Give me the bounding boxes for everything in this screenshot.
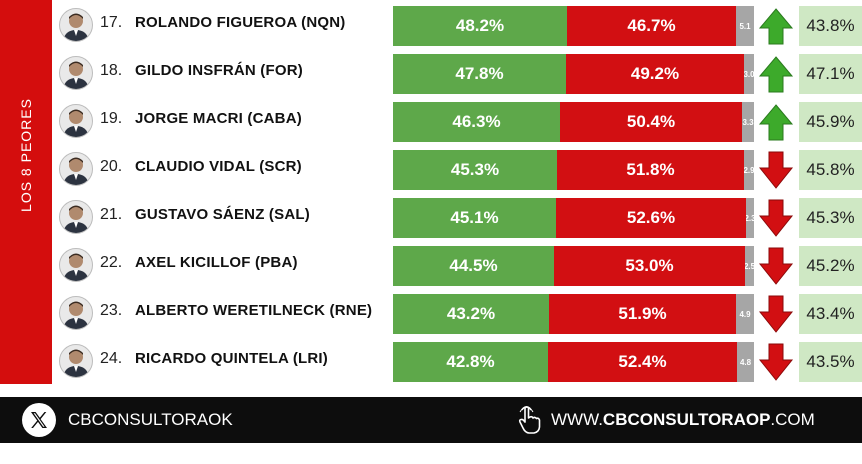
rank-number: 18. — [100, 62, 123, 79]
disapproval-bar: 49.2% — [566, 54, 744, 94]
governor-name: GILDO INSFRÁN (FOR) — [135, 62, 303, 79]
table-row: 21. GUSTAVO SÁENZ (SAL) 45.1% 52.6% 2.3 45.3% — [52, 194, 862, 242]
disapproval-bar: 51.8% — [557, 150, 744, 190]
previous-value: 47.1% — [799, 54, 862, 94]
stacked-bar: 45.1% 52.6% 2.3 — [393, 198, 754, 238]
previous-value: 45.9% — [799, 102, 862, 142]
approval-bar: 45.1% — [393, 198, 556, 238]
approval-bar: 45.3% — [393, 150, 557, 190]
rank-number: 21. — [100, 206, 123, 223]
rank-number: 23. — [100, 302, 123, 319]
stacked-bar: 45.3% 51.8% 2.9 — [393, 150, 754, 190]
table-row: 20. CLAUDIO VIDAL (SCR) 45.3% 51.8% 2.9 45.8% — [52, 146, 862, 194]
disapproval-bar: 52.6% — [556, 198, 746, 238]
no-answer-bar: 3.3 — [742, 102, 754, 142]
disapproval-bar: 50.4% — [560, 102, 742, 142]
stacked-bar: 44.5% 53.0% 2.5 — [393, 246, 754, 286]
governor-name: ALBERTO WERETILNECK (RNE) — [135, 302, 373, 319]
rank-number: 22. — [100, 254, 123, 271]
previous-value: 43.5% — [799, 342, 862, 382]
stacked-bar: 43.2% 51.9% 4.9 — [393, 294, 754, 334]
approval-bar: 43.2% — [393, 294, 549, 334]
approval-bar: 44.5% — [393, 246, 554, 286]
stacked-bar: 46.3% 50.4% 3.3 — [393, 102, 754, 142]
arrow-up-icon — [757, 54, 795, 94]
approval-bar: 46.3% — [393, 102, 560, 142]
governor-name: AXEL KICILLOF (PBA) — [135, 254, 298, 271]
arrow-down-icon — [757, 294, 795, 334]
x-logo-icon[interactable] — [22, 403, 56, 437]
avatar — [59, 56, 93, 90]
arrow-down-icon — [757, 198, 795, 238]
rank-number: 19. — [100, 110, 123, 127]
arrow-down-icon — [757, 342, 795, 382]
section-label: LOS 8 PEORES — [18, 98, 34, 212]
table-row: 17. ROLANDO FIGUEROA (NQN) 48.2% 46.7% 5.1 43… — [52, 2, 862, 50]
rank-number: 24. — [100, 350, 123, 367]
avatar — [59, 104, 93, 138]
stacked-bar: 47.8% 49.2% 3.0 — [393, 54, 754, 94]
approval-bar: 42.8% — [393, 342, 548, 382]
rank-number: 20. — [100, 158, 123, 175]
website-url[interactable]: WWW.CBCONSULTORAOP.COM — [551, 410, 815, 429]
avatar — [59, 248, 93, 282]
social-handle[interactable]: CBCONSULTORAOK — [68, 410, 233, 429]
footer-bar: CBCONSULTORAOK WWW.CBCONSULTORAOP.COM — [0, 397, 862, 443]
no-answer-bar: 2.9 — [744, 150, 754, 190]
previous-value: 45.8% — [799, 150, 862, 190]
governor-name: RICARDO QUINTELA (LRI) — [135, 350, 328, 367]
previous-value: 45.2% — [799, 246, 862, 286]
arrow-up-icon — [757, 102, 795, 142]
avatar — [59, 296, 93, 330]
avatar — [59, 152, 93, 186]
stacked-bar: 48.2% 46.7% 5.1 — [393, 6, 754, 46]
previous-value: 43.8% — [799, 6, 862, 46]
previous-value: 45.3% — [799, 198, 862, 238]
table-row: 22. AXEL KICILLOF (PBA) 44.5% 53.0% 2.5 45.2% — [52, 242, 862, 290]
no-answer-bar: 5.1 — [736, 6, 754, 46]
avatar — [59, 8, 93, 42]
no-answer-bar: 2.3 — [746, 198, 754, 238]
no-answer-bar: 2.5 — [745, 246, 754, 286]
arrow-down-icon — [757, 150, 795, 190]
table-row: 18. GILDO INSFRÁN (FOR) 47.8% 49.2% 3.0 47.1% — [52, 50, 862, 98]
approval-bar: 47.8% — [393, 54, 566, 94]
arrow-down-icon — [757, 246, 795, 286]
governor-name: CLAUDIO VIDAL (SCR) — [135, 158, 302, 175]
disapproval-bar: 52.4% — [548, 342, 737, 382]
table-row: 24. RICARDO QUINTELA (LRI) 42.8% 52.4% 4.8 43… — [52, 338, 862, 386]
ranking-chart: 17. ROLANDO FIGUEROA (NQN) 48.2% 46.7% 5.1 43… — [52, 0, 862, 384]
avatar — [59, 200, 93, 234]
disapproval-bar: 46.7% — [567, 6, 736, 46]
table-row: 23. ALBERTO WERETILNECK (RNE) 43.2% 51.9% 4.… — [52, 290, 862, 338]
governor-name: GUSTAVO SÁENZ (SAL) — [135, 206, 310, 223]
governor-name: JORGE MACRI (CABA) — [135, 110, 302, 127]
previous-value: 43.4% — [799, 294, 862, 334]
approval-bar: 48.2% — [393, 6, 567, 46]
rank-number: 17. — [100, 14, 123, 31]
governor-name: ROLANDO FIGUEROA (NQN) — [135, 14, 346, 31]
arrow-up-icon — [757, 6, 795, 46]
no-answer-bar: 4.8 — [737, 342, 754, 382]
stacked-bar: 42.8% 52.4% 4.8 — [393, 342, 754, 382]
pointer-hand-icon — [515, 404, 547, 436]
disapproval-bar: 51.9% — [549, 294, 736, 334]
no-answer-bar: 4.9 — [736, 294, 754, 334]
avatar — [59, 344, 93, 378]
table-row: 19. JORGE MACRI (CABA) 46.3% 50.4% 3.3 45.9% — [52, 98, 862, 146]
no-answer-bar: 3.0 — [744, 54, 754, 94]
disapproval-bar: 53.0% — [554, 246, 745, 286]
side-banner: LOS 8 PEORES — [0, 0, 52, 384]
